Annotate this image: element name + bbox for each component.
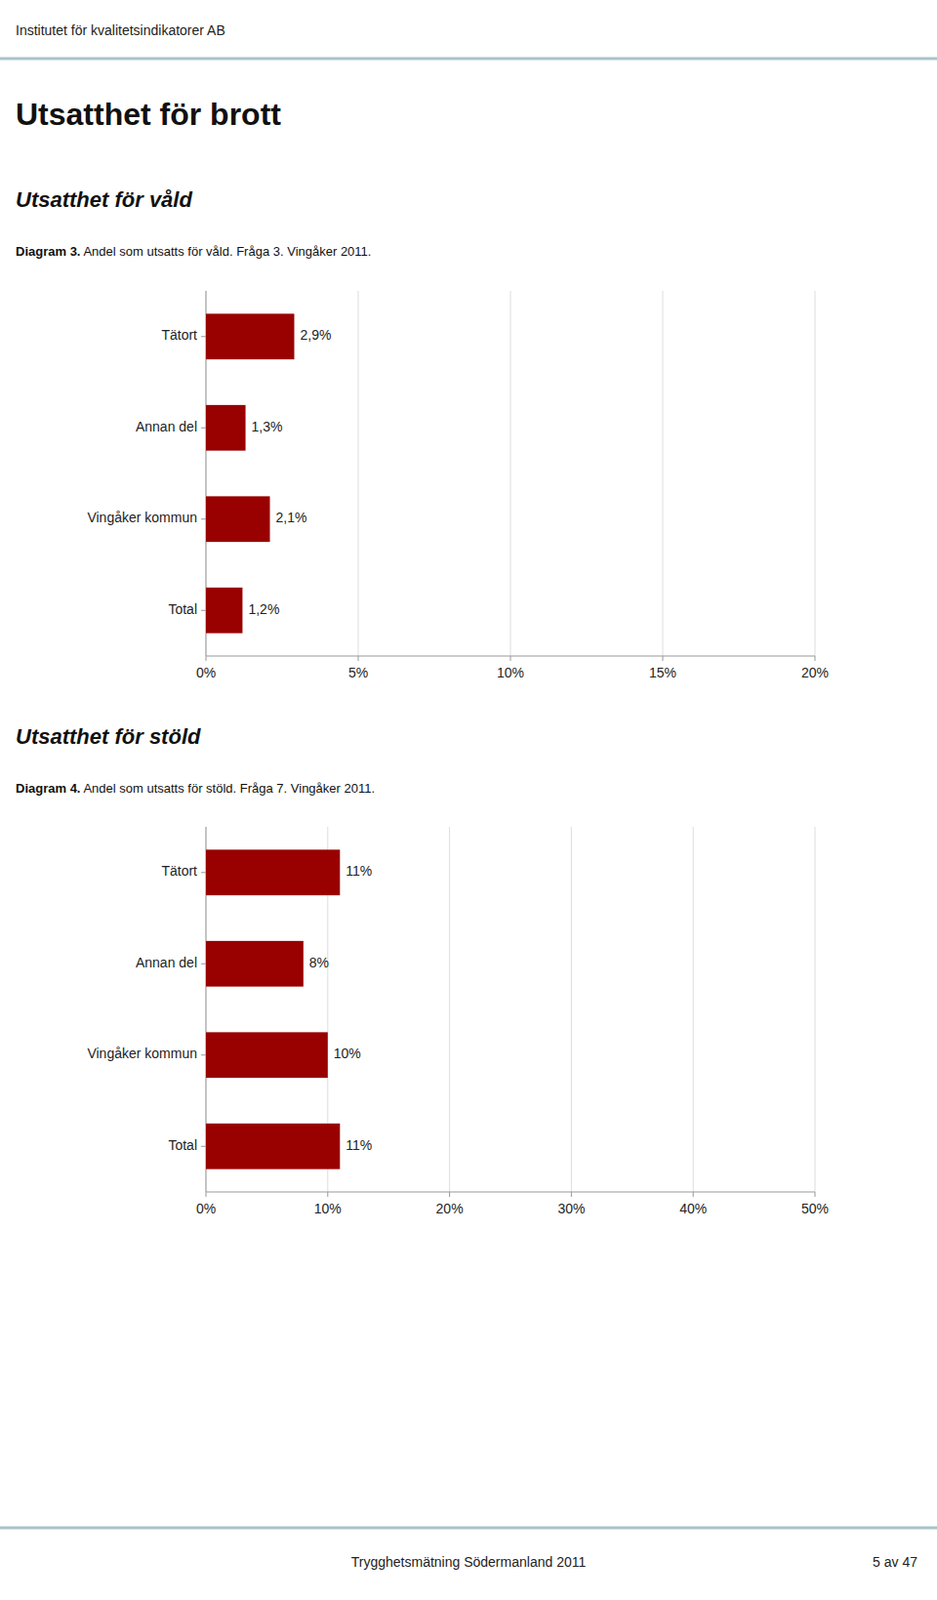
data-label: 11% (345, 862, 372, 879)
subtitle-part: Andel som utsatts för stöld. Fråga 7. Vi… (80, 780, 375, 796)
x-axis-line (205, 655, 815, 657)
header: Institutet för kvalitetsindikatorer AB (15, 22, 226, 39)
grid-line (510, 290, 512, 656)
y-tick-label: Total (167, 601, 198, 617)
chart: Utsatthet för våld Diagram 3. Andel som u… (15, 187, 829, 681)
bar (205, 849, 340, 896)
x-tick-label: 30% (557, 1200, 585, 1217)
grid-line (358, 290, 360, 656)
header-rule (0, 57, 937, 61)
x-tick (205, 1191, 207, 1197)
x-tick (570, 1191, 572, 1197)
x-tick (326, 1191, 328, 1197)
y-tick-label: Annan del (135, 418, 198, 435)
data-label: 2,9% (299, 326, 331, 343)
data-label: 2,1% (276, 509, 308, 526)
x-tick-label: 0% (196, 664, 216, 681)
x-tick (448, 1191, 450, 1197)
bars (205, 849, 340, 1169)
x-tick-label: 20% (436, 1200, 464, 1217)
y-tick (201, 427, 206, 429)
bar (205, 313, 294, 360)
x-tick-label: 10% (314, 1200, 342, 1217)
data-label: 10% (333, 1045, 362, 1061)
y-tick (201, 335, 206, 337)
y-tick (201, 871, 206, 873)
footer: Trygghetsmätning Södermanland 2011 (351, 1553, 587, 1570)
y-tick (201, 1054, 206, 1056)
data-label: 11% (345, 1137, 372, 1153)
grid-line (448, 826, 450, 1192)
x-axis-line (205, 1191, 815, 1193)
bar (205, 405, 246, 451)
grid-line (814, 290, 816, 656)
y-tick (201, 963, 206, 965)
bar (205, 1123, 340, 1170)
y-tick-label: Tätort (161, 326, 198, 343)
section-title: Utsatthet för våld (15, 187, 193, 212)
grid-line (814, 826, 816, 1192)
x-tick-label: 15% (649, 664, 677, 681)
grid-line (570, 826, 572, 1192)
subtitle: Diagram 3. Andel som utsatts för våld. F… (15, 244, 371, 259)
chart: Utsatthet för stöld Diagram 4. Andel som … (15, 724, 829, 1217)
page-number: 5 av 47 (872, 1553, 918, 1570)
x-tick-label: 40% (679, 1200, 707, 1217)
bar (205, 940, 304, 987)
y-tick-label: Tätort (161, 862, 198, 879)
grid-line (692, 826, 694, 1192)
y-tick (201, 610, 206, 612)
bar (205, 587, 243, 634)
subtitle-part: Diagram 4. (15, 780, 81, 796)
subtitle-part: Andel som utsatts för våld. Fråga 3. Vin… (80, 244, 371, 259)
subtitle: Diagram 4. Andel som utsatts för stöld. … (15, 780, 375, 796)
x-tick (205, 655, 207, 661)
labels: 2,9% 1,3% 2,1% 1,2% (247, 326, 331, 617)
page: Institutet för kvalitetsindikatorer AB Ut… (0, 0, 937, 1600)
data-label: 1,3% (251, 418, 284, 435)
section-title: Utsatthet för stöld (15, 724, 202, 749)
footer-rule (0, 1526, 937, 1530)
y-tick-label: Vingåker kommun (86, 1045, 198, 1061)
grid-line (662, 290, 664, 656)
main-title: Utsatthet för brott (15, 96, 282, 132)
x-tick (358, 655, 360, 661)
x-tick-label: 10% (496, 664, 525, 681)
y-tick-label: Vingåker kommun (86, 509, 198, 526)
bars (205, 313, 294, 633)
x-tick (814, 655, 816, 661)
x-tick-label: 0% (196, 1200, 216, 1217)
data-label: 8% (309, 954, 329, 971)
y-tick-label: Total (167, 1137, 198, 1153)
x-tick (662, 655, 664, 661)
x-tick (510, 655, 512, 661)
x-axis: 0% 5% 10% 15% 20% Tätort Annan del Vingåker kom… (86, 290, 829, 681)
x-tick-label: 5% (348, 664, 368, 681)
x-tick-label: 50% (801, 1200, 829, 1217)
bar (205, 1031, 328, 1078)
y-tick-label: Annan del (135, 954, 198, 971)
subtitle-part: Diagram 3. (15, 244, 81, 259)
labels: 11% 8% 10% 11% (309, 862, 372, 1153)
x-tick-label: 20% (801, 664, 829, 681)
x-tick (814, 1191, 816, 1197)
data-label: 1,2% (247, 601, 280, 617)
x-axis: 0% 10% 20% 30% 40% 50% Tätort Annan del Vingåker… (86, 826, 829, 1217)
y-tick (201, 518, 206, 520)
x-tick (692, 1191, 694, 1197)
bar (205, 495, 271, 542)
y-tick (201, 1145, 206, 1147)
